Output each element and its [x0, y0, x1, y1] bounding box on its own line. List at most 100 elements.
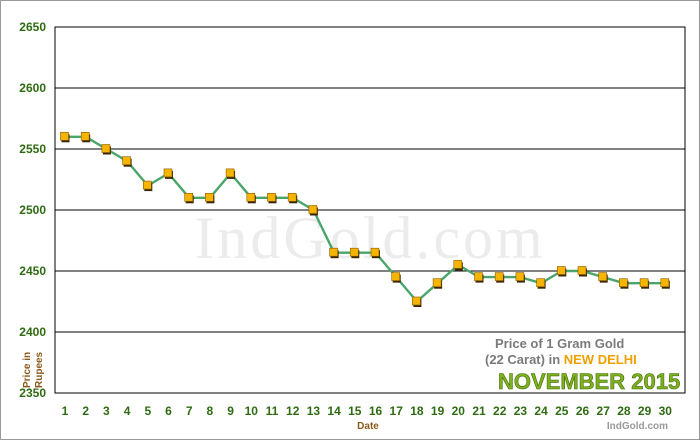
data-point-marker [60, 132, 69, 141]
x-tick-label: 1 [62, 404, 69, 418]
data-point [515, 272, 525, 283]
data-point [391, 272, 401, 283]
data-point-marker [536, 278, 545, 288]
data-point [163, 168, 173, 179]
data-point-marker [225, 168, 235, 178]
data-point [225, 168, 236, 179]
x-tick-label: 27 [597, 404, 611, 418]
x-tick-label: 23 [514, 404, 528, 418]
data-point-marker [639, 278, 649, 288]
caption-line2: (22 Carat) in NEW DELHI [485, 352, 637, 367]
x-tick-label: 14 [327, 404, 341, 418]
data-point [577, 266, 587, 277]
data-point [143, 180, 153, 192]
site-credit: IndGold.com [607, 421, 668, 432]
data-point [619, 278, 629, 289]
data-point-marker [184, 193, 193, 202]
data-point-marker [474, 272, 483, 281]
x-tick-label: 29 [638, 404, 652, 418]
data-point [536, 278, 546, 289]
data-point-marker [577, 266, 587, 275]
data-point [267, 193, 277, 204]
caption-city: NEW DELHI [564, 352, 637, 367]
x-tick-label: 16 [369, 404, 383, 418]
x-tick-label: 21 [472, 404, 486, 418]
data-point-marker [349, 247, 359, 257]
data-point [639, 278, 650, 289]
data-point-marker [205, 193, 214, 202]
data-point [370, 247, 380, 259]
y-tick-label: 2600 [19, 81, 46, 95]
data-point-marker [287, 193, 297, 202]
data-point [494, 272, 505, 283]
data-point-marker [163, 168, 173, 178]
data-point [122, 156, 132, 167]
y-tick-label: 2650 [19, 20, 46, 34]
data-point-marker [329, 247, 338, 257]
x-tick-label: 26 [576, 404, 590, 418]
watermark: IndGold.com [194, 205, 545, 271]
data-point [453, 260, 463, 271]
x-tick-label: 9 [227, 404, 234, 418]
x-tick-label: 10 [245, 404, 259, 418]
y-tick-label: 2500 [19, 203, 46, 217]
data-point-marker [122, 156, 131, 165]
x-tick-labels: 1 2 3 4 5 6 7 8 9 10 11 12 13 14 15 16 17 18 19 20 21 22 23 24 2… [62, 404, 673, 418]
x-tick-label: 7 [186, 404, 193, 418]
x-tick-label: 4 [124, 404, 131, 418]
y-tick-labels: 2350 2400 2450 2500 2550 2600 2650 [19, 20, 46, 400]
x-tick-label: 3 [103, 404, 110, 418]
y-tick-label: 2550 [19, 142, 46, 156]
x-tick-label: 11 [266, 404, 279, 418]
data-point-marker [494, 272, 504, 281]
data-point-marker [660, 278, 670, 288]
y-axis-label-line2: Rupees [34, 351, 45, 388]
x-tick-label: 13 [307, 404, 321, 418]
x-tick-label: 20 [452, 404, 466, 418]
data-point [80, 132, 91, 143]
data-point [474, 272, 484, 283]
x-tick-label: 28 [617, 404, 631, 418]
x-tick-label: 19 [431, 404, 445, 418]
data-point [349, 247, 360, 259]
x-tick-label: 12 [286, 404, 300, 418]
y-axis-label-line1: Price in [22, 352, 33, 388]
data-point-marker [391, 272, 401, 281]
data-point-marker [143, 180, 152, 190]
y-tick-label: 2400 [19, 325, 46, 339]
plot-area-border [54, 26, 686, 394]
data-point [287, 193, 298, 204]
x-tick-label: 30 [659, 404, 673, 418]
data-point [329, 247, 339, 259]
data-point-marker [370, 247, 380, 257]
caption-month: NOVEMBER 2015 [498, 369, 680, 394]
data-point [598, 272, 608, 283]
x-tick-label: 2 [82, 404, 89, 418]
data-point [412, 296, 422, 307]
x-tick-label: 18 [410, 404, 424, 418]
data-point-marker [453, 260, 463, 269]
data-point-marker [246, 193, 256, 202]
data-point-marker [308, 205, 318, 214]
data-point-marker [412, 296, 421, 306]
data-point-marker [515, 272, 525, 281]
data-point [205, 193, 215, 204]
data-points [60, 132, 670, 307]
data-point [101, 144, 111, 155]
data-point [246, 193, 256, 204]
x-tick-label: 17 [390, 404, 404, 418]
data-point-marker [80, 132, 90, 141]
x-tick-label: 22 [493, 404, 507, 418]
data-point-marker [432, 278, 442, 288]
y-tick-label: 2450 [19, 264, 46, 278]
x-tick-label: 25 [555, 404, 569, 418]
data-point [184, 193, 194, 204]
data-point-marker [598, 272, 608, 281]
y-tick-label: 2350 [19, 386, 46, 400]
data-point [660, 278, 670, 289]
caption-title: Price of 1 Gram Gold [495, 336, 624, 351]
data-point-marker [267, 193, 276, 202]
data-point [308, 205, 318, 216]
